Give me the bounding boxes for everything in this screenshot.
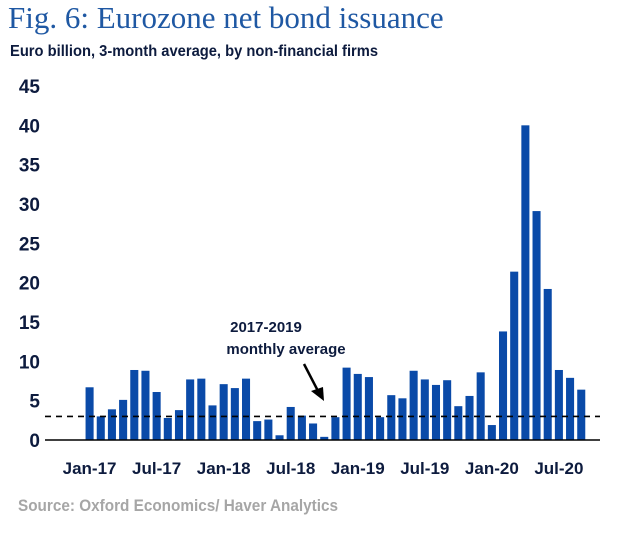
- bar-jan-18: [219, 384, 228, 440]
- bar-feb-20: [499, 331, 508, 440]
- x-tick-label: Jan-17: [63, 459, 117, 478]
- y-tick-label: 0: [29, 431, 40, 452]
- bar-oct-18: [320, 436, 329, 440]
- annotation-text-line-1: 2017-2019: [230, 319, 302, 336]
- bar-jul-20: [554, 369, 563, 440]
- annotation-arrow-head: [311, 387, 324, 401]
- bar-feb-19: [364, 377, 373, 440]
- bar-feb-17: [96, 416, 105, 440]
- bar-nov-17: [197, 378, 206, 440]
- bar-aug-19: [431, 384, 441, 440]
- bar-jun-17: [141, 370, 150, 440]
- x-tick-label: Jan-20: [465, 459, 519, 478]
- bar-jan-17: [85, 387, 94, 440]
- bar-jan-20: [487, 425, 496, 440]
- bar-apr-20: [521, 125, 530, 440]
- bar-jun-20: [543, 288, 552, 440]
- bar-aug-18: [297, 415, 306, 440]
- x-tick-label: Jan-18: [197, 459, 251, 478]
- bar-may-19: [398, 398, 407, 440]
- bar-dec-18: [342, 367, 351, 440]
- bar-jul-19: [420, 379, 429, 440]
- average-annotation: 2017-2019 monthly average: [226, 319, 346, 401]
- x-tick-label: Jul-17: [132, 459, 181, 478]
- bar-oct-19: [454, 406, 463, 440]
- x-axis: Jan-17 Jul-17 Jan-18 Jul-18 Jan-19 Jul-19 Jan-…: [63, 459, 584, 478]
- bar-mar-18: [242, 378, 251, 440]
- x-tick-label: Jul-19: [400, 459, 449, 478]
- y-tick-label: 30: [19, 195, 40, 216]
- annotation-arrow-shaft: [302, 363, 320, 392]
- bar-oct-17: [186, 379, 195, 440]
- y-tick-label: 25: [19, 234, 41, 255]
- bar-jun-18: [275, 435, 284, 440]
- bar-dec-17: [208, 405, 217, 440]
- bar-mar-17: [107, 409, 116, 440]
- bar-sep-17: [174, 410, 184, 440]
- y-tick-label: 35: [19, 156, 41, 177]
- bar-jun-19: [409, 370, 418, 440]
- y-axis: 0 5 10 15 20 25 30 35 40 45: [19, 77, 41, 452]
- bar-aug-20: [566, 377, 575, 440]
- bar-sep-20: [577, 389, 586, 440]
- bar-jul-18: [286, 406, 295, 440]
- bar-sep-18: [309, 423, 318, 440]
- bar-aug-17: [163, 417, 172, 440]
- bar-series: [85, 125, 586, 440]
- y-tick-label: 5: [29, 392, 40, 413]
- bar-mar-20: [510, 271, 519, 440]
- y-tick-label: 20: [19, 274, 40, 295]
- bar-apr-19: [387, 395, 396, 440]
- source-note: Source: Oxford Economics/ Haver Analytic…: [18, 496, 338, 515]
- bar-sep-19: [443, 380, 452, 440]
- y-tick-label: 45: [19, 77, 41, 98]
- bar-nov-19: [465, 395, 474, 440]
- bar-nov-18: [331, 417, 340, 440]
- annotation-text-line-2: monthly average: [226, 341, 345, 358]
- y-tick-label: 15: [19, 313, 41, 334]
- bar-mar-19: [376, 417, 385, 440]
- bar-may-18: [264, 419, 273, 440]
- bar-feb-18: [230, 388, 239, 440]
- y-tick-label: 10: [19, 352, 40, 373]
- bar-may-17: [130, 369, 139, 440]
- x-tick-label: Jul-18: [266, 459, 315, 478]
- bar-dec-19: [476, 372, 485, 440]
- x-tick-label: Jan-19: [331, 459, 385, 478]
- y-tick-label: 40: [19, 116, 40, 137]
- bar-jan-19: [353, 373, 362, 440]
- chart-title: Fig. 6: Eurozone net bond issuance: [8, 0, 444, 35]
- bar-apr-17: [119, 399, 128, 440]
- bar-may-20: [532, 211, 541, 440]
- bar-apr-18: [253, 421, 262, 440]
- x-tick-label: Jul-20: [534, 459, 583, 478]
- chart-subtitle: Euro billion, 3-month average, by non-fi…: [10, 43, 379, 60]
